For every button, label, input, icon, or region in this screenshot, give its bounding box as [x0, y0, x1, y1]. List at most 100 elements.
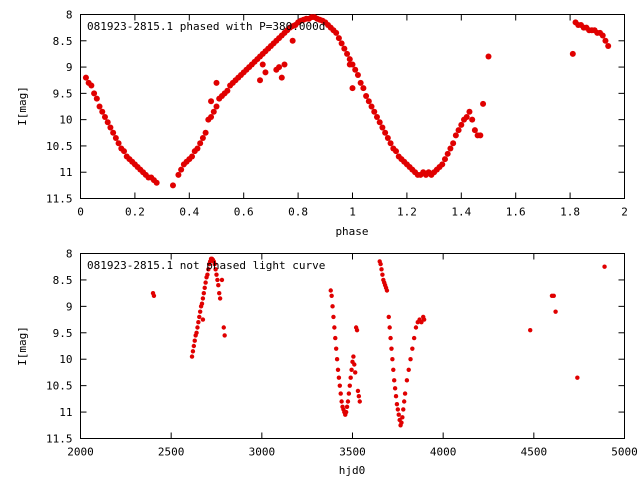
unphased-x-tick-label: 3500	[339, 446, 366, 459]
unphased-data-point	[214, 272, 219, 277]
phased-data-point	[352, 66, 359, 73]
phased-x-axis-label: phase	[335, 225, 368, 238]
phased-x-tick-label: 0.6	[234, 206, 254, 219]
phased-data-point	[360, 85, 367, 92]
phased-data-point	[208, 98, 215, 105]
unphased-y-tick-label: 8.5	[53, 274, 73, 287]
phased-data-point	[463, 114, 470, 121]
phased-data-point	[115, 140, 122, 147]
phased-data-point	[485, 53, 492, 60]
phased-plot-frame	[80, 14, 625, 199]
unphased-data-point	[353, 370, 358, 375]
phased-data-point	[368, 103, 375, 110]
phased-data-point	[458, 121, 465, 128]
phased-data-point	[354, 71, 361, 78]
phased-chart-title: 081923-2815.1 phased with P=380.000d	[87, 20, 325, 33]
unphased-data-point	[201, 290, 207, 296]
unphased-data-point	[205, 272, 210, 277]
phased-y-tick-label: 8.5	[53, 35, 73, 48]
unphased-data-point	[421, 317, 427, 322]
phased-data-point	[257, 77, 264, 84]
phased-data-point	[82, 74, 89, 81]
unphased-data-point	[528, 327, 533, 333]
unphased-data-point	[389, 346, 394, 351]
unphased-light-curve-panel: 8 8.5 9 9.5 10 10.5 11 11.5 2000 2500 3000 3500 400…	[16, 248, 638, 478]
phased-x-tick-label: 0.8	[288, 206, 308, 219]
phased-data-point	[382, 129, 389, 136]
phased-data-point	[338, 40, 345, 47]
phased-x-tick-label: 0.2	[125, 206, 145, 219]
phased-data-point	[101, 114, 108, 121]
phased-data-point	[104, 119, 111, 126]
unphased-data-point	[216, 283, 221, 288]
phased-data-point	[178, 166, 185, 173]
unphased-data-point	[395, 407, 401, 412]
unphased-y-tick-label: 9	[66, 300, 73, 313]
phased-data-point	[96, 103, 103, 110]
phased-data-point	[471, 127, 478, 134]
phased-data-point	[333, 29, 340, 36]
phased-data-point	[208, 114, 215, 121]
unphased-data-point	[399, 420, 404, 425]
unphased-data-point	[344, 404, 350, 409]
phased-data-point	[335, 35, 342, 42]
phased-data-point	[346, 56, 353, 63]
phased-data-point	[569, 50, 576, 57]
unphased-x-axis-label: hjd0	[339, 464, 366, 477]
phased-data-point	[93, 95, 100, 102]
phased-y-tick-label: 9	[66, 61, 73, 74]
phased-data-point	[363, 92, 370, 99]
phased-data-point	[107, 124, 114, 131]
unphased-data-point	[197, 314, 202, 320]
unphased-data-point	[419, 320, 424, 325]
unphased-data-point	[195, 325, 200, 330]
phased-light-curve-panel: 8 8.5 9 9.5 10 10.5 11 11.5 0 0.2 0.4 0.6 0.8 1 1.2 1.…	[16, 9, 628, 239]
phased-data-point	[373, 114, 380, 121]
unphased-data-point	[378, 261, 383, 267]
phased-x-tick-label: 0	[77, 206, 84, 219]
unphased-y-tick-label: 8	[66, 248, 73, 261]
unphased-data-point	[386, 314, 391, 320]
phased-x-tick-label: 1.2	[397, 206, 417, 219]
unphased-data-point	[199, 301, 205, 306]
unphased-data-point	[194, 330, 199, 335]
unphased-data-point	[408, 357, 413, 362]
phased-data-point	[197, 140, 204, 147]
unphased-data-point	[410, 346, 415, 351]
unphased-x-tick-label: 2500	[158, 446, 185, 459]
phased-x-tick-label: 2	[621, 206, 628, 219]
unphased-data-point	[354, 327, 360, 333]
unphased-y-axis-label: I[mag]	[16, 326, 29, 366]
unphased-data-point	[343, 409, 349, 415]
phased-data-point	[384, 135, 391, 142]
unphased-y-tick-label: 9.5	[53, 327, 73, 340]
unphased-data-point	[191, 343, 197, 349]
unphased-x-tick-label: 4000	[430, 446, 457, 459]
phased-data-point	[281, 61, 288, 68]
phased-y-tick-label: 11	[59, 166, 72, 179]
unphased-data-point	[400, 415, 405, 420]
unphased-data-point	[553, 309, 558, 314]
unphased-data-point	[333, 346, 339, 351]
phased-data-point	[278, 74, 285, 81]
unphased-data-point	[551, 293, 556, 298]
unphased-x-ticks: 2000 2500 3000 3500 4000 4500 5000	[67, 253, 638, 459]
phased-data-point	[210, 108, 217, 115]
unphased-data-point	[200, 317, 206, 322]
unphased-data-point	[396, 412, 401, 417]
phased-data-point	[346, 61, 353, 68]
phased-data-point	[466, 108, 473, 115]
unphased-data-point	[393, 394, 399, 399]
phased-data-point	[189, 153, 196, 160]
unphased-data-point	[219, 277, 225, 283]
phased-data-point	[99, 108, 106, 115]
phased-data-point	[202, 129, 209, 136]
phased-y-tick-label: 8	[66, 9, 73, 22]
unphased-data-point	[387, 325, 392, 330]
unphased-data-point	[212, 261, 217, 267]
unphased-data-point	[392, 378, 397, 383]
unphased-data-point	[602, 264, 607, 269]
unphased-data-point	[411, 335, 417, 341]
phased-data-point	[376, 119, 383, 126]
